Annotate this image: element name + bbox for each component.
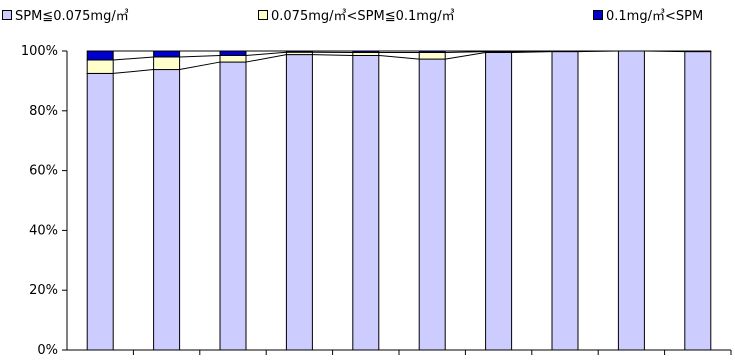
series-line-series-1 [312, 54, 353, 56]
series-line-series-1 [511, 51, 553, 53]
bar-segment-series-2 [684, 50, 712, 53]
legend-label-series-3: 0.1mg/㎥<SPM [606, 9, 704, 24]
series-line-series-1 [179, 61, 221, 71]
bar-segment-series-1 [285, 54, 313, 351]
bar-segment-series-2 [86, 59, 114, 74]
y-tick-label: 60% [29, 164, 58, 179]
y-tick-label: 80% [29, 104, 58, 119]
bar-segment-series-3 [418, 50, 446, 53]
bar-segment-series-1 [551, 51, 579, 351]
bar-segment-series-3 [86, 50, 114, 61]
bar-segment-series-3 [485, 50, 513, 53]
bar-segment-series-1 [352, 54, 380, 351]
series-line-series-1 [113, 69, 154, 74]
bar-segment-series-2 [551, 50, 579, 53]
bar-segment-series-1 [684, 51, 712, 351]
bar-segment-series-2 [418, 51, 446, 60]
bar-segment-series-1 [86, 72, 114, 351]
bar-segment-series-1 [485, 51, 513, 351]
legend-swatch-series-1 [2, 9, 12, 20]
y-tick-label: 20% [29, 283, 58, 298]
bar-segment-series-2 [219, 54, 247, 63]
bar-segment-series-1 [617, 50, 645, 351]
legend-swatch-series-2 [258, 9, 268, 20]
series-line-series-2 [113, 56, 154, 61]
legend: SPM≦0.075mg/㎥ 0.075mg/㎥<SPM≦0.1mg/㎥ 0.1m… [0, 2, 735, 24]
series-line-series-1 [378, 54, 420, 60]
legend-label-series-1: SPM≦0.075mg/㎥ [15, 9, 129, 24]
bar-segment-series-3 [352, 50, 380, 53]
legend-item-series-3: 0.1mg/㎥<SPM [593, 5, 703, 24]
bar-segment-series-3 [153, 50, 181, 58]
bar-segment-series-1 [153, 69, 181, 351]
bar-segment-series-3 [219, 50, 247, 56]
series-line-series-2 [445, 51, 486, 53]
bar-segment-series-3 [285, 50, 313, 53]
legend-item-series-2: 0.075mg/㎥<SPM≦0.1mg/㎥ [258, 5, 455, 24]
bar-segment-series-2 [153, 56, 181, 71]
y-tick-label: 0% [37, 343, 58, 358]
bar-segment-series-1 [418, 58, 446, 351]
legend-item-series-1: SPM≦0.075mg/㎥ [2, 5, 129, 24]
series-line-series-1 [245, 54, 287, 63]
legend-label-series-2: 0.075mg/㎥<SPM≦0.1mg/㎥ [271, 9, 455, 24]
series-line-series-2 [179, 54, 221, 58]
y-tick-label: 100% [21, 44, 58, 59]
series-line-series-1 [445, 52, 486, 60]
bar-segment-series-1 [219, 61, 247, 351]
y-tick-label: 40% [29, 223, 58, 238]
series-line-series-2 [245, 51, 287, 56]
legend-swatch-series-3 [593, 9, 603, 20]
